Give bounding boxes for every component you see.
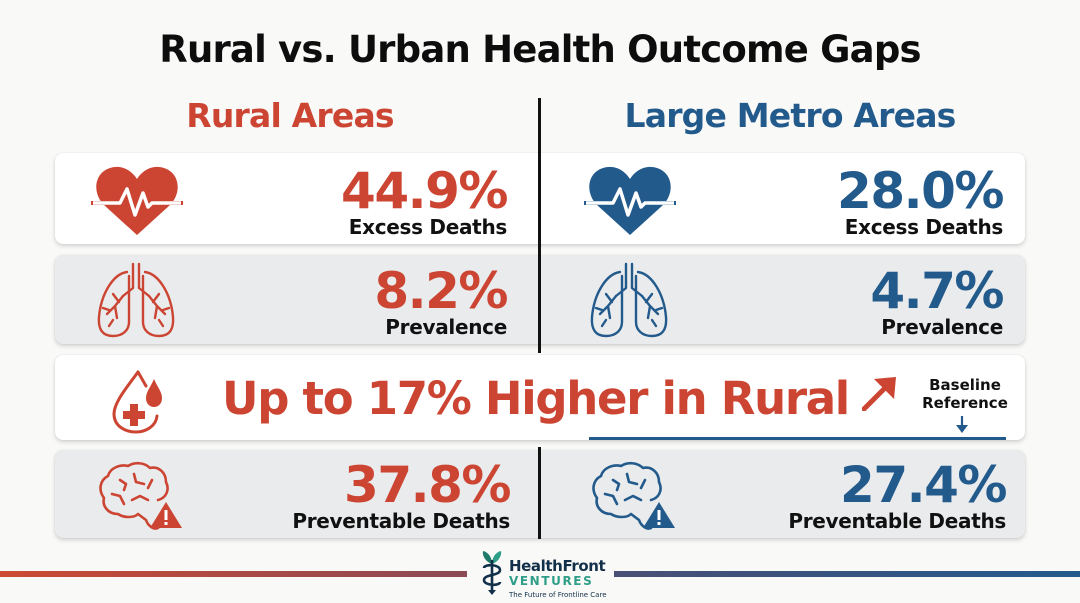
metro-preventable-deaths-label: Preventable Deaths — [788, 509, 1006, 533]
rural-preventable-deaths: 37.8% Preventable Deaths — [210, 456, 511, 533]
brain-warning-icon — [99, 461, 182, 530]
metro-prevalence: 4.7% Prevalence — [703, 262, 1004, 339]
trend-up-arrow-icon — [862, 377, 896, 411]
rural-prevalence-label: Prevalence — [385, 315, 507, 339]
brand-name: HealthFront — [509, 557, 606, 575]
brain-warning-icon — [592, 461, 675, 530]
heart-pulse-icon — [91, 166, 183, 235]
callout-card — [55, 355, 1025, 440]
callout-text: Up to 17% Higher in Rural — [222, 372, 850, 425]
baseline-reference-line — [589, 437, 1006, 440]
metro-preventable-deaths: 27.4% Preventable Deaths — [706, 456, 1007, 533]
blood-drop-cross-icon — [112, 370, 162, 434]
baseline-label-line1: Baseline — [929, 376, 1001, 394]
metro-prevalence-value: 4.7% — [870, 262, 1004, 320]
rural-prevalence: 8.2% Prevalence — [207, 262, 508, 339]
rural-excess-deaths-label: Excess Deaths — [348, 215, 508, 239]
metro-prevalence-label: Prevalence — [881, 315, 1003, 339]
rural-preventable-deaths-value: 37.8% — [344, 456, 511, 514]
rural-prevalence-value: 8.2% — [374, 262, 508, 320]
rural-column-heading: Rural Areas — [186, 96, 394, 135]
footer-rule-right — [614, 571, 1080, 577]
metro-excess-deaths: 28.0% Excess Deaths — [703, 162, 1004, 239]
metro-preventable-deaths-value: 27.4% — [840, 456, 1007, 514]
caduceus-leaf-icon — [482, 551, 502, 595]
rural-preventable-deaths-label: Preventable Deaths — [292, 509, 510, 533]
baseline-reference-label: Baseline Reference — [905, 376, 1025, 412]
footer-rule-left — [0, 571, 467, 577]
rural-excess-deaths-value: 44.9% — [341, 162, 508, 220]
lungs-icon — [97, 262, 175, 338]
column-divider-bottom — [538, 447, 541, 539]
brand-logo: HealthFront VENTURES The Future of Front… — [509, 558, 607, 600]
down-arrow-icon — [956, 416, 968, 433]
metro-column-heading: Large Metro Areas — [624, 96, 957, 135]
column-divider-top — [538, 98, 541, 353]
brand-tagline: The Future of Frontline Care — [509, 591, 607, 599]
brand-sub: VENTURES — [509, 574, 594, 588]
heart-pulse-icon — [584, 166, 676, 235]
rural-excess-deaths: 44.9% Excess Deaths — [207, 162, 508, 239]
metro-excess-deaths-value: 28.0% — [837, 162, 1004, 220]
lungs-icon — [590, 262, 668, 338]
page-title: Rural vs. Urban Health Outcome Gaps — [159, 28, 921, 71]
metro-excess-deaths-label: Excess Deaths — [844, 215, 1004, 239]
baseline-label-line2: Reference — [922, 394, 1008, 412]
